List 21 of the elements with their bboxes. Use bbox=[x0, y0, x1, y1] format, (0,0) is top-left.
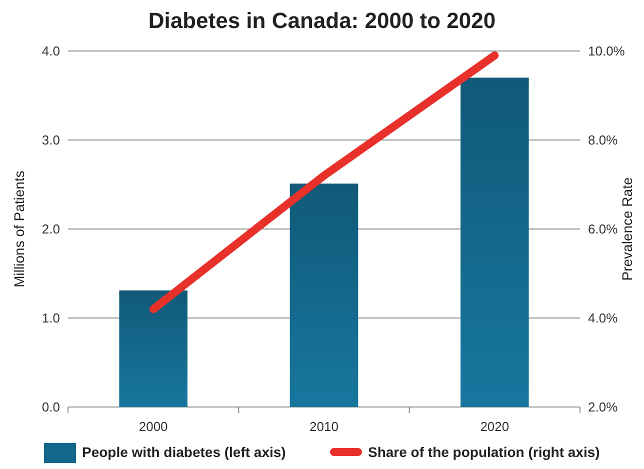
x-tick-label: 2000 bbox=[138, 419, 168, 434]
chart-title: Diabetes in Canada: 2000 to 2020 bbox=[148, 8, 496, 33]
y2-tick-label: 6.0% bbox=[588, 222, 618, 237]
x-tick-label: 2020 bbox=[480, 419, 510, 434]
y2-tick-label: 10.0% bbox=[588, 44, 626, 59]
y-axis-title: Millions of Patients bbox=[11, 170, 27, 288]
legend-label: People with diabetes (left axis) bbox=[82, 444, 286, 460]
y2-tick-label: 4.0% bbox=[588, 310, 618, 326]
y-tick-label: 0.0 bbox=[42, 400, 60, 415]
y-tick-label: 2.0 bbox=[42, 222, 60, 237]
bar bbox=[290, 184, 358, 407]
x-tick-label: 2010 bbox=[310, 419, 338, 434]
legend-label: Share of the population (right axis) bbox=[368, 444, 600, 460]
y-tick-label: 1.0 bbox=[42, 310, 60, 326]
y2-axis-title: Prevalence Rate bbox=[619, 177, 635, 281]
bar bbox=[119, 290, 188, 407]
y-tick-label: 4.0 bbox=[42, 44, 60, 59]
bar bbox=[460, 78, 529, 407]
y-tick-label: 3.0 bbox=[42, 132, 60, 148]
y2-tick-label: 8.0% bbox=[588, 132, 618, 148]
y2-tick-label: 2.0% bbox=[588, 400, 618, 415]
